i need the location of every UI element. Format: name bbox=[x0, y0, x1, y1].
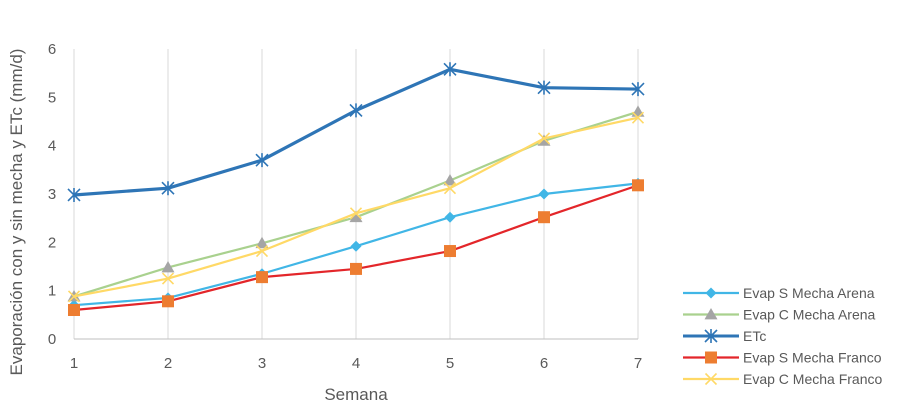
legend-item: Evap C Mecha Arena bbox=[683, 307, 876, 323]
data-point bbox=[350, 240, 362, 252]
data-point bbox=[631, 105, 645, 117]
series-group bbox=[67, 62, 645, 316]
data-point bbox=[444, 211, 456, 223]
legend-item: Evap S Mecha Franco bbox=[683, 350, 882, 366]
data-point bbox=[161, 260, 175, 273]
series-2 bbox=[67, 62, 645, 202]
data-point bbox=[255, 244, 269, 258]
data-point bbox=[349, 210, 363, 223]
x-tick-label: 6 bbox=[540, 355, 548, 372]
legend: Evap S Mecha Arena Evap C Mecha Arena ETc E… bbox=[683, 285, 882, 387]
data-point bbox=[161, 181, 175, 196]
legend-marker bbox=[705, 351, 717, 364]
x-axis-title: Semana bbox=[324, 385, 388, 404]
y-tick-labels: 0 1 2 3 4 5 6 bbox=[48, 41, 56, 348]
legend-label: ETc bbox=[743, 328, 766, 344]
legend-label: Evap C Mecha Arena bbox=[743, 307, 876, 323]
data-point bbox=[631, 82, 645, 97]
x-tick-label: 7 bbox=[634, 355, 642, 372]
series-4 bbox=[67, 111, 645, 303]
legend-item: Evap C Mecha Franco bbox=[683, 371, 882, 387]
y-tick-label: 3 bbox=[48, 186, 56, 203]
data-point bbox=[538, 211, 550, 224]
data-point bbox=[537, 132, 551, 145]
legend-label: Evap S Mecha Franco bbox=[743, 350, 882, 366]
data-point bbox=[632, 179, 644, 192]
legend-label: Evap S Mecha Arena bbox=[743, 285, 875, 301]
data-point bbox=[161, 272, 175, 285]
data-point bbox=[537, 134, 551, 146]
y-tick-label: 1 bbox=[48, 283, 56, 300]
x-tick-label: 5 bbox=[446, 355, 454, 372]
x-tick-label: 1 bbox=[70, 355, 78, 372]
data-point bbox=[444, 245, 456, 258]
x-tick-label: 2 bbox=[164, 355, 172, 372]
legend-item: ETc bbox=[683, 328, 766, 344]
data-point bbox=[68, 304, 80, 316]
data-point bbox=[256, 271, 268, 284]
legend-label: Evap C Mecha Franco bbox=[743, 371, 882, 387]
y-tick-label: 0 bbox=[48, 331, 56, 348]
y-axis-title: Evaporación con y sin mecha y ETc (mm/d) bbox=[7, 49, 26, 376]
data-point bbox=[537, 80, 551, 95]
legend-marker bbox=[704, 372, 718, 386]
data-point bbox=[443, 182, 457, 195]
y-tick-label: 4 bbox=[48, 138, 56, 155]
legend-marker bbox=[705, 287, 717, 299]
x-tick-label: 4 bbox=[352, 355, 360, 372]
legend-marker bbox=[704, 329, 718, 343]
data-point bbox=[67, 290, 81, 303]
x-tick-label: 3 bbox=[258, 355, 266, 372]
data-point bbox=[255, 236, 269, 249]
series-3 bbox=[68, 179, 644, 316]
data-point bbox=[538, 188, 550, 200]
data-point bbox=[443, 173, 457, 186]
y-tick-label: 2 bbox=[48, 234, 56, 251]
x-tick-labels: 1 2 3 4 5 6 7 bbox=[70, 355, 642, 372]
legend-item: Evap S Mecha Arena bbox=[683, 285, 875, 301]
data-point bbox=[255, 153, 269, 168]
y-tick-label: 6 bbox=[48, 41, 56, 58]
data-point bbox=[349, 207, 363, 220]
legend-marker bbox=[704, 308, 718, 320]
data-point bbox=[67, 187, 81, 202]
data-point bbox=[349, 103, 363, 118]
data-point bbox=[443, 62, 457, 77]
data-point bbox=[162, 295, 174, 308]
data-point bbox=[631, 111, 645, 124]
data-point bbox=[350, 262, 362, 275]
y-tick-label: 5 bbox=[48, 89, 56, 106]
